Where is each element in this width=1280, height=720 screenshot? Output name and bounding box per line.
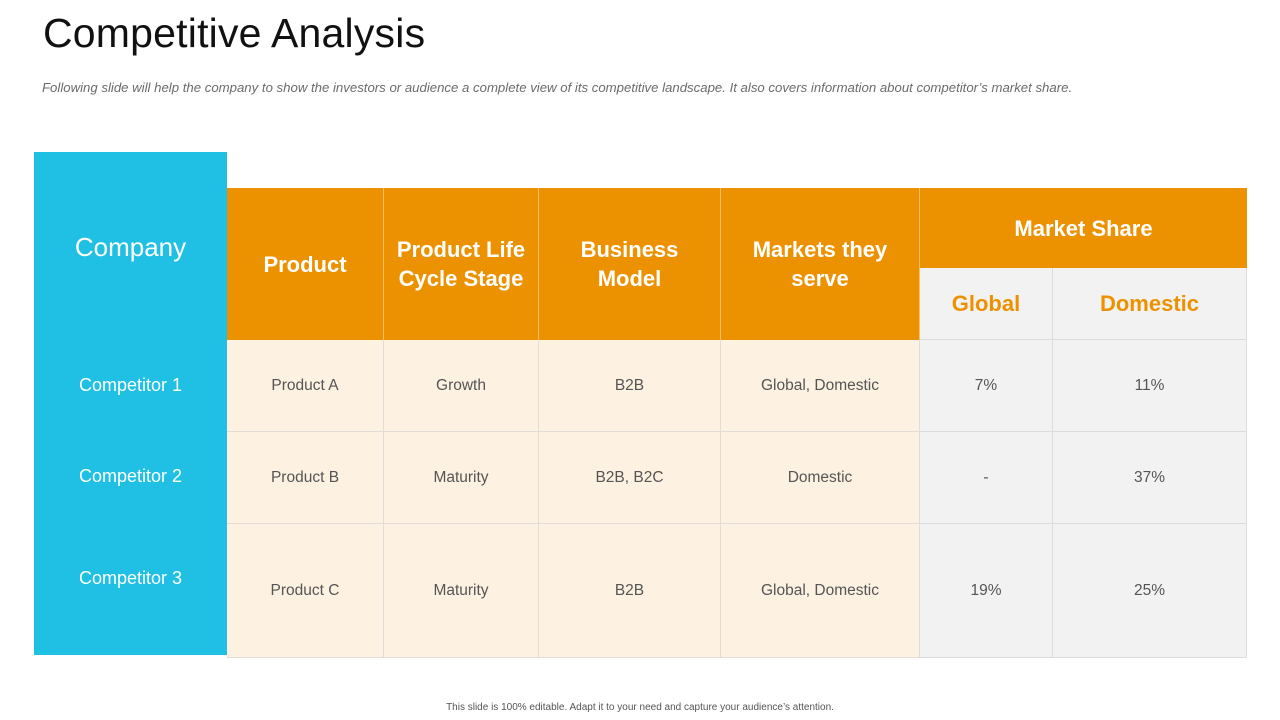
header-market-share-label: Market Share <box>1014 215 1153 241</box>
table-cell: Growth <box>384 340 539 432</box>
header-markets-label: Markets they serve <box>752 237 888 291</box>
table-cell: 25% <box>1053 524 1247 658</box>
subheader-global-label: Global <box>951 290 1021 316</box>
table-cell: B2B, B2C <box>539 432 721 524</box>
table-cell: - <box>920 432 1053 524</box>
company-competitor-2: Competitor 2 <box>78 466 183 486</box>
table-cell: Maturity <box>384 432 539 524</box>
table-cell: 7% <box>920 340 1053 432</box>
company-competitor-3: Competitor 3 <box>78 568 183 588</box>
table-cell: 37% <box>1053 432 1247 524</box>
company-competitor-1: Competitor 1 <box>78 375 183 395</box>
table-cell: B2B <box>539 340 721 432</box>
table-cell: Global, Domestic <box>721 524 920 658</box>
footer-note: This slide is 100% editable. Adapt it to… <box>446 702 834 713</box>
company-header: Company <box>74 232 187 262</box>
header-market-share: Market Share <box>920 188 1247 268</box>
table-cell: Domestic <box>721 432 920 524</box>
header-markets: Markets they serve <box>721 188 920 340</box>
header-lifecycle: Product Life Cycle Stage <box>384 188 539 340</box>
table-cell: Product A <box>227 340 384 432</box>
header-lifecycle-label: Product Life Cycle Stage <box>396 237 526 291</box>
table-cell: B2B <box>539 524 721 658</box>
table-cell: 11% <box>1053 340 1247 432</box>
header-business-model-label: Business Model <box>580 237 679 291</box>
header-product-label: Product <box>263 251 347 277</box>
header-product: Product <box>227 188 384 340</box>
page-title: Competitive Analysis <box>43 10 426 56</box>
table-cell: Product C <box>227 524 384 658</box>
subheader-domestic: Domestic <box>1053 268 1247 340</box>
subheader-domestic-label: Domestic <box>1099 290 1200 316</box>
table-cell: Maturity <box>384 524 539 658</box>
subheader-global: Global <box>920 268 1053 340</box>
table-cell: Product B <box>227 432 384 524</box>
page-subtitle: Following slide will help the company to… <box>42 80 1073 95</box>
table-cell: Global, Domestic <box>721 340 920 432</box>
table-cell: 19% <box>920 524 1053 658</box>
header-business-model: Business Model <box>539 188 721 340</box>
company-column: Company Competitor 1 Competitor 2 Compet… <box>34 152 227 655</box>
